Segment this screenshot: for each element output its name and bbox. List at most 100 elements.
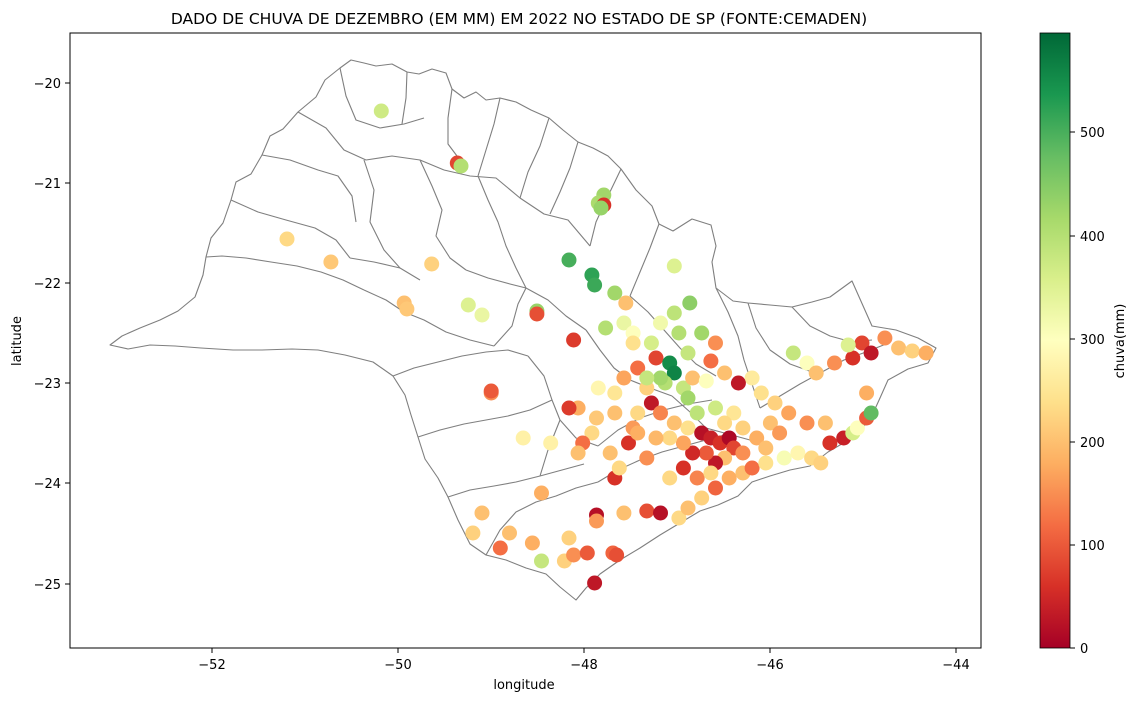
y-axis: −20 −21 −22 −23 −24 −25 latitude — [10, 77, 70, 593]
rain-station-point — [590, 380, 606, 396]
rain-station-point — [561, 400, 577, 416]
rain-station-point — [854, 335, 870, 351]
colorbar: 0 100 200 300 400 500 chuva(mm) — [1039, 32, 1128, 657]
rain-station-point — [822, 435, 838, 451]
region-boundary — [747, 302, 813, 373]
rain-station-point — [607, 285, 623, 301]
rain-station-point — [323, 254, 339, 270]
rain-station-point — [827, 355, 842, 371]
rain-station-point — [666, 258, 682, 274]
region-boundary — [419, 159, 467, 271]
rain-station-point — [399, 301, 415, 317]
rain-station-point — [744, 370, 760, 386]
rain-station-point — [735, 445, 751, 461]
region-boundary — [230, 199, 351, 259]
rain-station-point — [685, 370, 701, 386]
colorbar-gradient — [1039, 32, 1071, 649]
rain-station-point — [799, 355, 815, 371]
rain-station-point — [758, 455, 774, 471]
rain-station-point — [648, 430, 664, 446]
rain-station-point — [918, 345, 934, 361]
x-axis: −52 −50 −48 −46 −44 longitude — [198, 648, 970, 693]
rain-station-point — [703, 465, 719, 481]
rain-station-point — [566, 547, 582, 563]
rain-station-point — [625, 335, 641, 351]
rain-station-point — [653, 405, 668, 421]
y-tick-label: −21 — [34, 177, 61, 192]
rain-station-point — [648, 350, 664, 366]
x-tick-label: −46 — [756, 658, 783, 673]
y-tick-label: −25 — [34, 578, 61, 593]
rain-station-point — [671, 325, 687, 341]
x-tick-label: −50 — [384, 658, 411, 673]
region-boundary — [261, 154, 357, 223]
rain-station-point — [749, 430, 765, 446]
rain-station-point — [680, 345, 696, 361]
rain-station-point — [717, 365, 733, 381]
rain-station-point — [616, 505, 632, 521]
rain-station-point — [682, 295, 698, 311]
rain-station-point — [492, 540, 508, 556]
rain-station-point — [621, 435, 636, 451]
rain-station-point — [515, 430, 531, 446]
rain-station-point — [639, 450, 655, 466]
region-boundary — [493, 287, 527, 347]
rain-station-point — [643, 395, 659, 411]
colorbar-tick-label: 400 — [1080, 230, 1105, 245]
x-axis-label: longitude — [493, 678, 554, 693]
region-boundary — [363, 289, 495, 347]
rain-station-point — [762, 415, 778, 431]
rain-station-point — [607, 405, 623, 421]
region-boundary — [417, 399, 553, 438]
rain-station-point — [735, 420, 751, 436]
rain-station-point — [561, 252, 577, 268]
rain-station-point — [424, 256, 440, 272]
rain-station-point — [593, 200, 609, 216]
rain-station-point — [698, 373, 714, 389]
rain-station-point — [753, 385, 769, 401]
rain-station-point — [694, 325, 710, 341]
rain-station-point — [543, 435, 559, 451]
rain-station-point — [587, 575, 603, 591]
rain-station-point — [474, 307, 490, 323]
rain-station-point — [730, 375, 746, 391]
rain-station-point — [589, 513, 604, 529]
rain-station-point — [474, 505, 490, 521]
y-tick-label: −20 — [34, 77, 61, 92]
rain-station-point — [630, 405, 646, 421]
region-boundary — [392, 349, 529, 377]
rain-station-point — [534, 485, 549, 501]
region-boundary — [549, 141, 579, 215]
region-boundary — [485, 481, 599, 556]
region-boundary — [477, 97, 501, 177]
rain-station-point — [767, 395, 783, 411]
rain-station-point — [799, 415, 815, 431]
rain-station-point — [460, 297, 476, 313]
region-boundary — [349, 257, 401, 269]
rain-station-point — [703, 353, 719, 369]
rain-station-point — [483, 383, 499, 399]
rain-station-point — [630, 425, 646, 441]
rain-station-point — [776, 450, 792, 466]
axes-frame — [69, 32, 982, 649]
rain-station-point — [611, 460, 627, 476]
y-axis-label: latitude — [10, 316, 25, 366]
region-boundary — [443, 169, 591, 247]
rain-station-point — [666, 415, 682, 431]
rain-station-point — [689, 470, 705, 486]
rain-station-point — [602, 445, 618, 461]
rain-station-point — [639, 503, 655, 519]
rain-station-point — [607, 385, 623, 401]
colorbar-tick-label: 100 — [1080, 539, 1105, 554]
rain-station-point — [529, 306, 545, 322]
rain-station-point — [618, 295, 634, 311]
rain-station-point — [589, 410, 604, 426]
region-boundary — [519, 117, 550, 199]
rain-station-point — [694, 490, 710, 506]
rain-station-point — [598, 320, 614, 336]
rain-station-point — [698, 445, 714, 461]
y-tick-label: −22 — [34, 277, 61, 292]
rain-station-point — [279, 231, 295, 247]
x-tick-label: −44 — [942, 658, 969, 673]
rain-station-point — [666, 305, 682, 321]
